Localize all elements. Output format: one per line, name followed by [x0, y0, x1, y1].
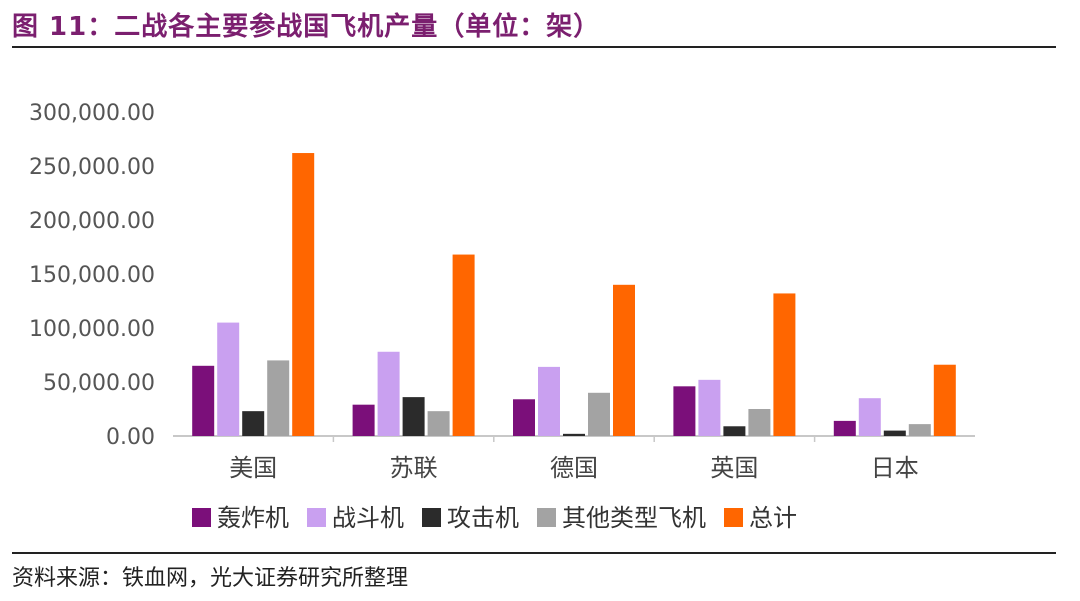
- category-label: 德国: [550, 454, 598, 482]
- category-label: 日本: [871, 454, 919, 482]
- legend-label: 其他类型飞机: [562, 504, 706, 532]
- legend-swatch: [422, 508, 441, 527]
- bar: [563, 433, 585, 436]
- y-tick-label: 250,000.00: [29, 155, 155, 180]
- bar: [748, 409, 771, 436]
- y-tick-label: 200,000.00: [29, 209, 155, 234]
- top-rule: [12, 46, 1056, 48]
- source-note: 资料来源：铁血网，光大证券研究所整理: [12, 566, 409, 591]
- legend-label: 战斗机: [332, 504, 404, 532]
- bar: [773, 293, 796, 436]
- bar: [352, 404, 375, 436]
- bar: [427, 411, 450, 436]
- legend-label: 攻击机: [447, 504, 519, 532]
- bar: [613, 284, 635, 436]
- bar: [513, 399, 535, 436]
- bar: [292, 153, 315, 436]
- figure-title: 图 11：二战各主要参战国飞机产量（单位：架）: [12, 12, 601, 42]
- bar: [833, 420, 856, 436]
- bar: [192, 365, 215, 436]
- bar: [883, 430, 906, 436]
- bar: [377, 351, 400, 436]
- bar-chart: 0.00 50,000.00 100,000.00 150,000.00 200,000…: [29, 101, 975, 532]
- bar: [858, 398, 881, 436]
- category-label: 苏联: [390, 454, 438, 482]
- bar: [673, 386, 696, 436]
- y-tick-label: 150,000.00: [29, 263, 155, 288]
- bar: [908, 424, 931, 436]
- bar: [242, 411, 265, 436]
- y-tick-label: 300,000.00: [29, 101, 155, 126]
- bar: [267, 360, 290, 436]
- legend-label: 总计: [749, 504, 797, 532]
- legend-swatch: [724, 508, 743, 527]
- category-label: 美国: [229, 454, 277, 482]
- bottom-rule: [12, 552, 1056, 554]
- y-tick-label: 100,000.00: [29, 317, 155, 342]
- category-label: 英国: [710, 454, 758, 482]
- bar: [588, 392, 610, 436]
- legend-label: 轰炸机: [217, 504, 289, 532]
- bar: [452, 254, 475, 436]
- y-tick-label: 0.00: [106, 425, 155, 450]
- bar: [538, 366, 560, 436]
- legend-swatch: [307, 508, 326, 527]
- bar: [723, 426, 746, 436]
- bar: [217, 322, 240, 436]
- bar: [698, 379, 721, 436]
- bar: [402, 397, 425, 436]
- legend-swatch: [192, 508, 211, 527]
- legend-swatch: [537, 508, 556, 527]
- y-tick-label: 50,000.00: [43, 371, 155, 396]
- bar: [933, 364, 956, 436]
